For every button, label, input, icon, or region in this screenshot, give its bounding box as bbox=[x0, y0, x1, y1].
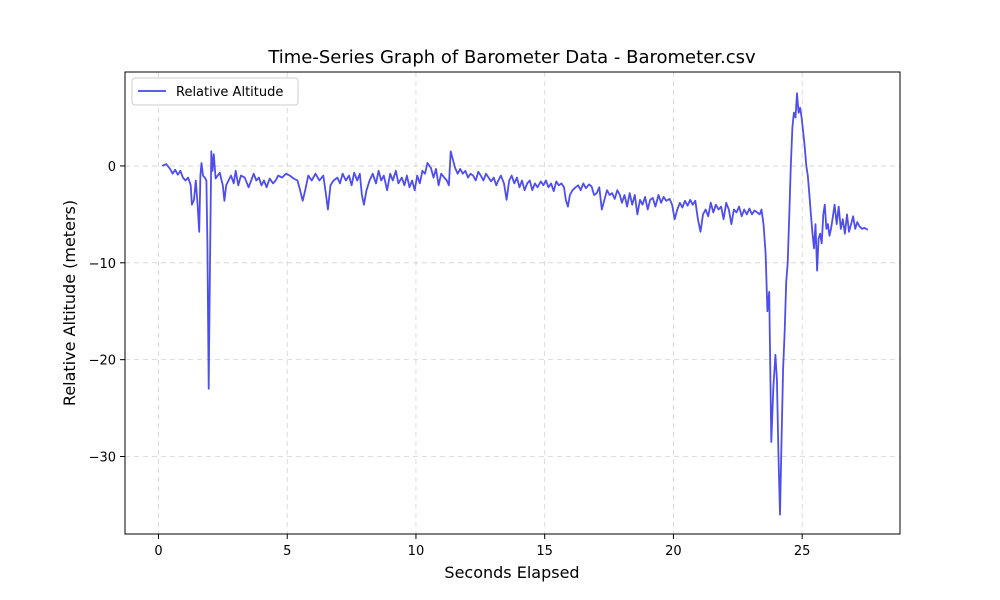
grid bbox=[125, 72, 900, 534]
plot-area bbox=[124, 71, 901, 535]
series-line bbox=[161, 92, 869, 516]
y-tick-label: 0 bbox=[108, 160, 116, 175]
y-tick-label: −30 bbox=[89, 451, 116, 466]
x-tick-label: 5 bbox=[283, 544, 291, 559]
x-tick-label: 25 bbox=[794, 544, 811, 559]
y-tick-label: −10 bbox=[89, 257, 116, 272]
y-ticks: 0 −10 −20 −30 bbox=[89, 160, 125, 466]
legend-label: Relative Altitude bbox=[176, 85, 283, 100]
x-tick-label: 0 bbox=[154, 544, 162, 559]
y-axis-label: Relative Altitude (meters) bbox=[60, 200, 79, 406]
x-ticks: 0 5 10 15 20 25 bbox=[154, 534, 810, 559]
legend-box bbox=[131, 77, 299, 106]
chart-title: Time-Series Graph of Barometer Data - Ba… bbox=[267, 47, 756, 68]
x-tick-label: 15 bbox=[536, 544, 553, 559]
x-tick-label: 20 bbox=[665, 544, 682, 559]
series-layer bbox=[161, 92, 869, 516]
legend: Relative Altitude bbox=[131, 77, 299, 106]
x-tick-label: 10 bbox=[408, 544, 425, 559]
y-tick-label: −20 bbox=[89, 354, 116, 369]
x-axis-label: Seconds Elapsed bbox=[444, 563, 579, 582]
